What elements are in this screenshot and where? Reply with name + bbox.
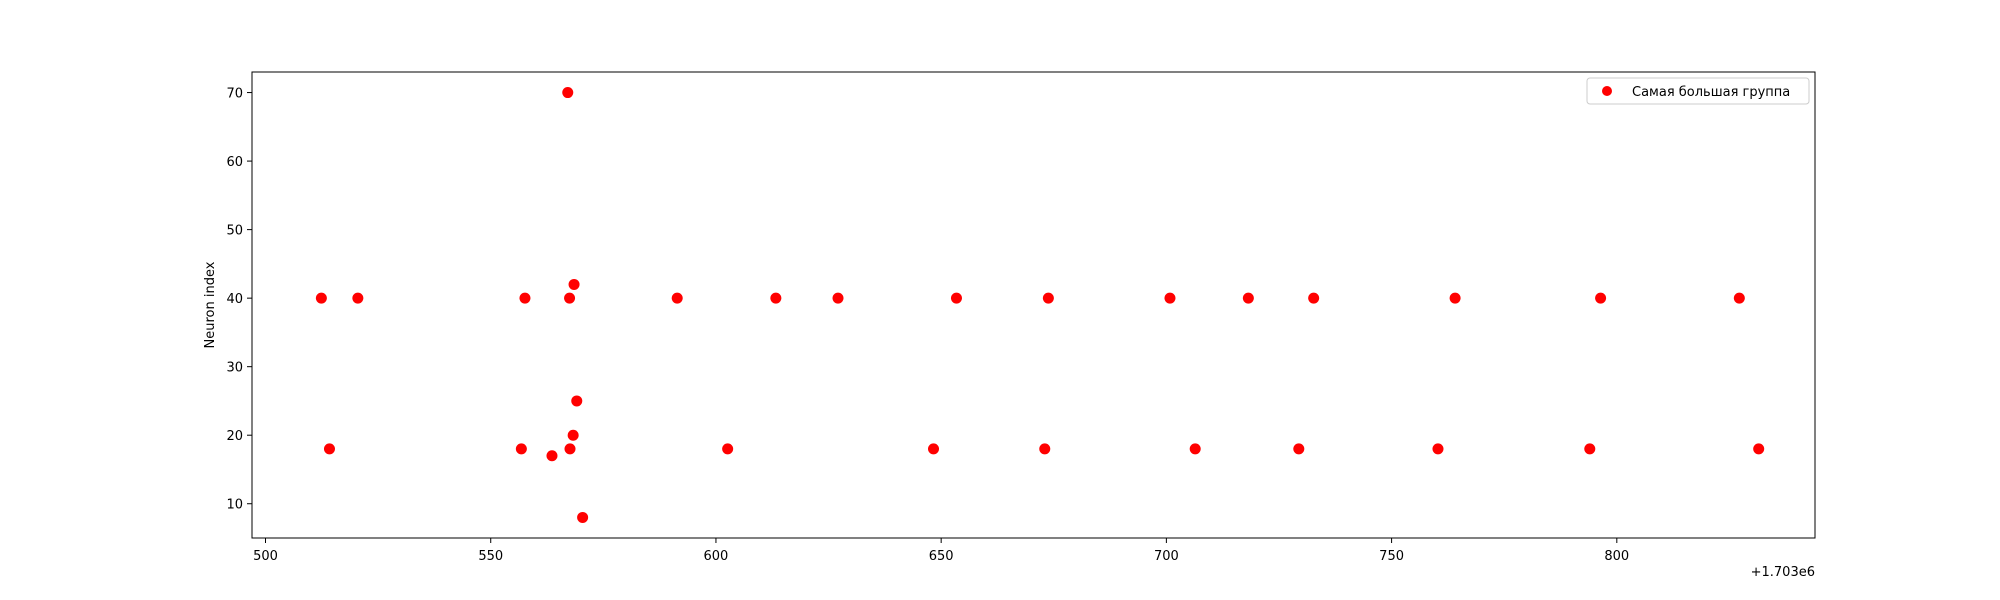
y-axis: 10 20 30 40 50 60 70 bbox=[226, 87, 252, 513]
data-point bbox=[770, 292, 782, 304]
x-axis: 500 550 600 650 700 750 800 bbox=[253, 538, 1629, 564]
data-point bbox=[671, 292, 683, 304]
data-point bbox=[1164, 292, 1176, 304]
data-point bbox=[567, 429, 579, 441]
data-point bbox=[1308, 292, 1320, 304]
data-point bbox=[1733, 292, 1745, 304]
data-point bbox=[1753, 443, 1765, 455]
y-tick-label: 50 bbox=[226, 224, 243, 239]
y-tick-label: 20 bbox=[226, 429, 243, 444]
x-axis-offset-label: +1.703e6 bbox=[1751, 565, 1815, 580]
data-point bbox=[352, 292, 364, 304]
data-point bbox=[950, 292, 962, 304]
data-point bbox=[571, 395, 583, 407]
data-point bbox=[1432, 443, 1444, 455]
y-tick-label: 40 bbox=[226, 292, 243, 307]
y-tick-label: 60 bbox=[226, 155, 243, 170]
y-tick-label: 30 bbox=[226, 361, 243, 376]
data-point bbox=[1042, 292, 1054, 304]
data-point bbox=[315, 292, 327, 304]
y-tick-label: 10 bbox=[226, 498, 243, 513]
data-point bbox=[1584, 443, 1596, 455]
legend-marker bbox=[1602, 86, 1612, 96]
y-tick-label: 70 bbox=[226, 87, 243, 102]
data-point bbox=[519, 292, 531, 304]
data-point bbox=[1449, 292, 1461, 304]
data-point bbox=[546, 450, 558, 462]
data-point bbox=[722, 443, 734, 455]
x-tick-label: 550 bbox=[478, 549, 503, 564]
data-point bbox=[1189, 443, 1201, 455]
plot-area bbox=[251, 71, 1816, 539]
data-point bbox=[568, 278, 580, 290]
axes-frame bbox=[251, 71, 1816, 539]
data-point bbox=[1242, 292, 1254, 304]
data-point bbox=[1595, 292, 1607, 304]
data-points bbox=[315, 87, 1765, 523]
data-point bbox=[564, 443, 576, 455]
data-point bbox=[832, 292, 844, 304]
x-tick-label: 800 bbox=[1604, 549, 1629, 564]
x-tick-label: 650 bbox=[929, 549, 954, 564]
data-point bbox=[1293, 443, 1305, 455]
x-tick-label: 750 bbox=[1379, 549, 1404, 564]
legend-box bbox=[1586, 77, 1810, 105]
y-axis-label: Neuron index bbox=[203, 261, 218, 348]
data-point bbox=[562, 87, 574, 99]
data-point bbox=[928, 443, 940, 455]
legend: Самая большая группа bbox=[1586, 77, 1810, 105]
x-tick-label: 500 bbox=[253, 549, 278, 564]
data-point bbox=[1039, 443, 1051, 455]
data-point bbox=[564, 292, 576, 304]
legend-label: Самая большая группа bbox=[1632, 85, 1790, 100]
x-tick-label: 600 bbox=[704, 549, 729, 564]
data-point bbox=[323, 443, 335, 455]
data-point bbox=[577, 511, 589, 523]
data-point bbox=[515, 443, 527, 455]
x-tick-label: 700 bbox=[1154, 549, 1179, 564]
